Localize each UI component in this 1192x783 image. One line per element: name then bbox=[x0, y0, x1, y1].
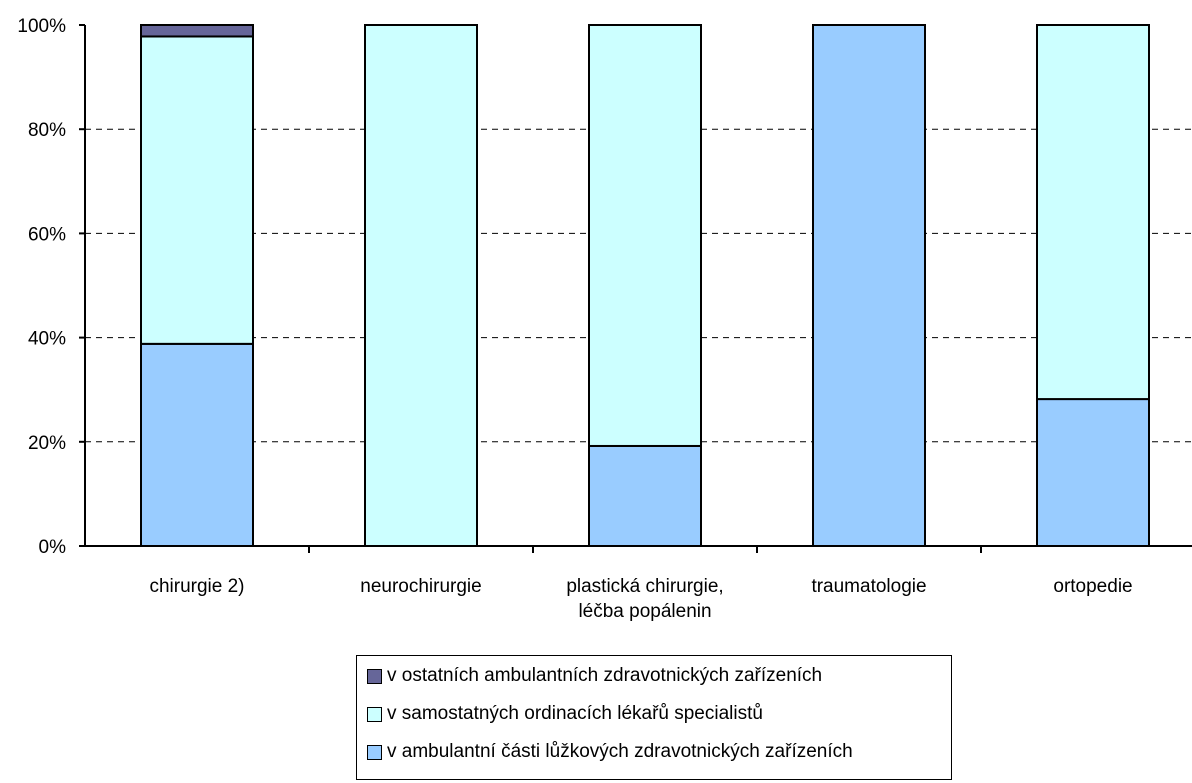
x-category-label: neurochirurgie bbox=[360, 576, 481, 597]
bar-segment bbox=[812, 24, 926, 547]
legend-item: v ambulantní části lůžkových zdravotnick… bbox=[367, 739, 853, 765]
x-category-label: traumatologie bbox=[811, 576, 926, 597]
x-category-label: plastická chirurgie, bbox=[566, 576, 723, 597]
legend-label: v ostatních ambulantních zdravotnických … bbox=[387, 665, 823, 686]
y-tick-label: 0% bbox=[39, 537, 67, 558]
y-tick-label: 40% bbox=[28, 329, 66, 350]
legend-swatch bbox=[367, 744, 382, 760]
x-category-label: chirurgie 2) bbox=[149, 576, 244, 597]
legend-swatch bbox=[367, 668, 382, 684]
chart-legend: v ostatních ambulantních zdravotnických … bbox=[356, 655, 952, 780]
bar-segment bbox=[140, 342, 254, 547]
bar-segment bbox=[588, 444, 702, 547]
bar-segment bbox=[588, 24, 702, 447]
legend-label: v samostatných ordinacích lékařů special… bbox=[387, 703, 763, 724]
bar-segment bbox=[140, 35, 254, 345]
bar-segment bbox=[364, 24, 478, 547]
bar-segment bbox=[1036, 398, 1150, 547]
bar-segment bbox=[1036, 24, 1150, 401]
legend-item: v samostatných ordinacích lékařů special… bbox=[367, 701, 763, 727]
legend-label: v ambulantní části lůžkových zdravotnick… bbox=[387, 741, 853, 762]
x-category-label: ortopedie bbox=[1053, 576, 1132, 597]
x-category-label: léčba popálenin bbox=[578, 601, 711, 622]
legend-item: v ostatních ambulantních zdravotnických … bbox=[367, 663, 822, 689]
stacked-bar-chart: 0% 20% 40% 60% 80% 100% chirurgie 2) neurochiru… bbox=[17, 16, 1192, 622]
y-tick-label: 20% bbox=[28, 433, 66, 454]
y-tick-label: 80% bbox=[28, 120, 66, 141]
legend-swatch bbox=[367, 706, 382, 722]
bar-segment bbox=[140, 24, 254, 38]
y-tick-label: 60% bbox=[28, 224, 66, 245]
y-tick-label: 100% bbox=[17, 16, 66, 37]
